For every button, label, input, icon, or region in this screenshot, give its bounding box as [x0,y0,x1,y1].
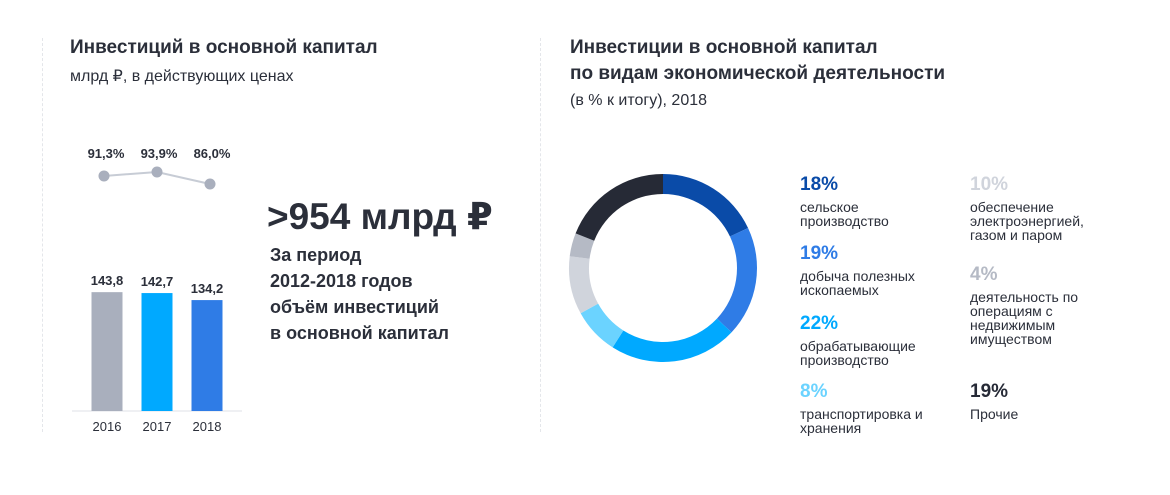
legend-percent: 19% [970,381,1009,402]
highlight-line: объём инвестиций [270,297,439,317]
legend-label: добыча полезных ископаемых [800,268,915,298]
bar-value-label: 143,8 [91,273,124,288]
legend-item: 19% добыча полезных ископаемых [800,243,960,297]
highlight-value: >954 млрд ₽ [267,196,493,237]
legend-label: обрабатывающие производство [800,338,916,368]
bar-value-label: 142,7 [141,274,174,289]
right-title-line: Инвестиции в основной капитал [570,37,878,58]
legend-percent: 22% [800,313,839,334]
legend-item: 19% Прочие [970,381,1130,421]
legend-item: 10% обеспечение электроэнергией, газом и… [970,174,1130,242]
legend-label: сельское производство [800,199,889,229]
left-divider [42,38,43,432]
bar-chart: 143,8 2016 142,7 2017 134,2 2018 91,3% 93,9% 86,… [72,146,242,434]
donut-slice [716,227,757,333]
bar [91,292,123,411]
donut-slice [569,233,595,259]
percent-point [204,178,216,190]
legend-percent: 10% [970,174,1009,195]
bar-value-label: 134,2 [191,281,224,296]
center-divider [540,38,541,432]
legend-label: транспортировка и хранения [800,406,923,436]
highlight-line: За период [270,245,362,265]
legend-item: 18% сельское производство [800,174,960,228]
donut-chart [569,174,757,362]
x-tick-label: 2016 [93,419,122,434]
right-chart-subtitle: (в % к итогу), 2018 [570,92,708,109]
legend-label: деятельность по операциям с недвижимым и… [970,289,1079,347]
percent-label: 86,0% [194,146,231,161]
percent-point [98,170,110,182]
legend-percent: 4% [970,264,998,285]
highlight-line: 2012-2018 годов [270,271,413,291]
percent-label: 91,3% [88,146,125,161]
x-tick-label: 2018 [193,419,222,434]
legend-item: 22% обрабатывающие производство [800,313,960,367]
x-tick-label: 2017 [143,419,172,434]
right-title-line: по видам экономической деятельности [570,63,946,84]
legend-label: Прочие [970,406,1019,422]
donut-slice [580,303,624,348]
bar [141,293,173,411]
legend-item: 4% деятельность по операциям с недвижимы… [970,264,1130,346]
legend-item: 8% транспортировка и хранения [800,381,960,435]
right-chart-title: Инвестиции в основной капитал по видам э… [570,35,945,87]
bar [191,300,223,411]
donut-slice [663,174,749,237]
percent-label: 93,9% [141,146,178,161]
percent-point [151,166,163,178]
legend-percent: 18% [800,174,839,195]
legend-percent: 8% [800,381,828,402]
donut-slice [575,174,663,241]
left-chart-title: Инвестиций в основной капитал [70,37,378,58]
highlight-line: в основной капитал [270,323,449,343]
donut-slice [612,318,732,362]
left-chart-subtitle: млрд ₽, в действующих ценах [70,68,294,85]
highlight-text: За период 2012-2018 годов объём инвестиц… [270,242,449,346]
legend-label: обеспечение электроэнергией, газом и пар… [970,199,1084,243]
legend-percent: 19% [800,243,839,264]
donut-slice [569,256,599,314]
